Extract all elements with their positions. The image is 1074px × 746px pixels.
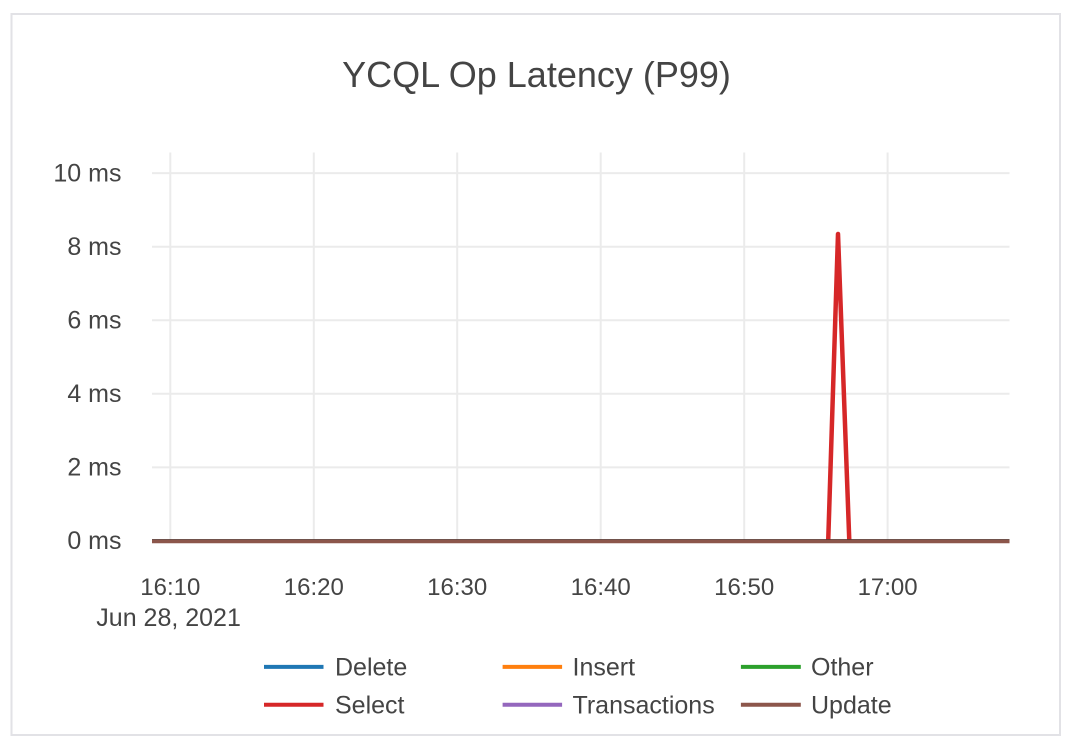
svg-text:Delete: Delete — [335, 654, 407, 682]
svg-text:Insert: Insert — [573, 654, 636, 682]
svg-text:Update: Update — [811, 692, 892, 720]
svg-text:16:30: 16:30 — [427, 574, 487, 601]
svg-text:10 ms: 10 ms — [53, 159, 121, 187]
svg-text:Select: Select — [335, 692, 405, 720]
svg-text:Jun 28, 2021: Jun 28, 2021 — [96, 604, 241, 632]
svg-text:16:40: 16:40 — [571, 574, 631, 601]
svg-text:6 ms: 6 ms — [67, 306, 121, 334]
svg-text:4 ms: 4 ms — [67, 380, 121, 408]
svg-text:YCQL Op Latency (P99): YCQL Op Latency (P99) — [342, 54, 731, 95]
svg-text:Transactions: Transactions — [573, 692, 715, 720]
svg-text:17:00: 17:00 — [858, 574, 918, 601]
svg-text:16:20: 16:20 — [284, 574, 344, 601]
svg-text:2 ms: 2 ms — [67, 454, 121, 482]
svg-text:Other: Other — [811, 654, 874, 682]
svg-text:16:10: 16:10 — [140, 574, 200, 601]
svg-text:8 ms: 8 ms — [67, 233, 121, 261]
svg-text:16:50: 16:50 — [714, 574, 774, 601]
svg-text:0 ms: 0 ms — [67, 527, 121, 555]
